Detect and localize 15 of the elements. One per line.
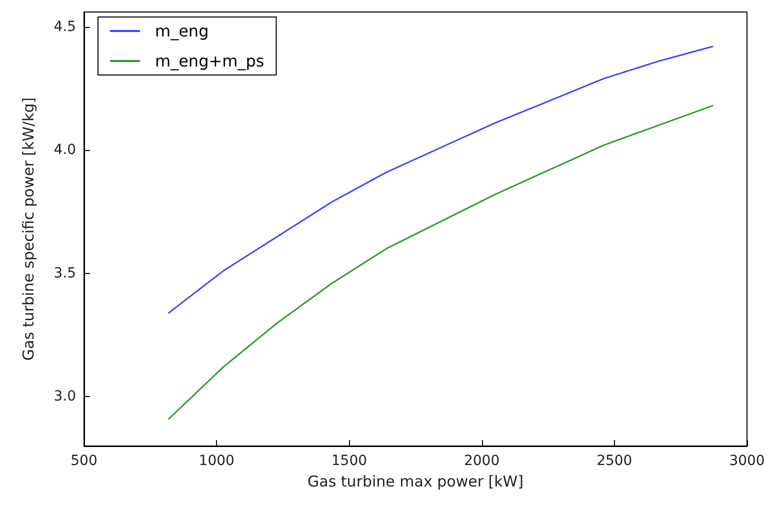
y-tick-label: 4.0 [54,142,76,158]
line-series [168,104,714,420]
x-tick-label: 2500 [596,453,632,469]
y-axis-title: Gas turbine specific power [kW/kg] [20,97,38,361]
y-tick-label: 4.5 [54,18,76,35]
y-tick-label: 3.5 [54,265,76,282]
x-tick-label: 1500 [331,453,368,469]
legend-label: m_eng+m_ps [155,52,264,70]
y-tick-label: 3.0 [54,388,76,405]
x-tick-label: 1000 [198,453,234,469]
x-tick-label: 500 [70,453,98,469]
x-axis-title: Gas turbine max power [kW] [308,472,524,490]
legend-label: m_eng [155,22,209,40]
x-tick-label: 2000 [464,453,500,469]
x-tick-label: 3000 [729,453,765,469]
